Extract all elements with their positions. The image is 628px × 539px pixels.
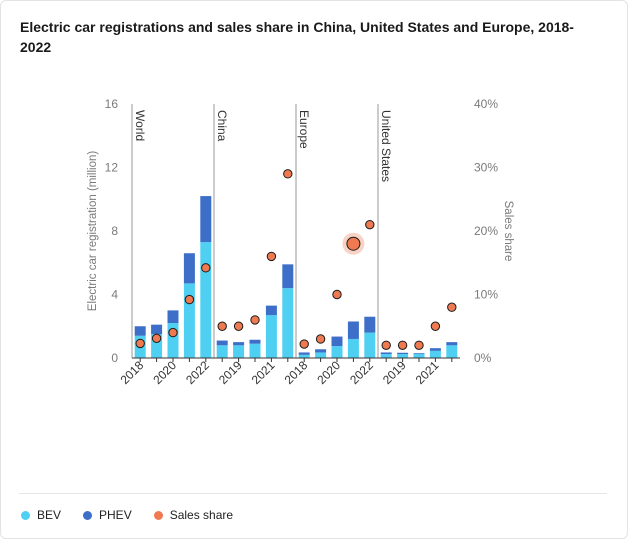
bar-phev: [233, 342, 245, 346]
bar-phev: [282, 264, 294, 289]
sales-share-point: [201, 263, 211, 273]
sales-share-point: [283, 169, 293, 179]
bar-bev: [331, 346, 343, 358]
bar-bev: [282, 288, 294, 358]
x-tick-label: 2021: [413, 358, 442, 387]
legend-label-bev: BEV: [37, 508, 62, 522]
sales-share-point: [135, 338, 145, 349]
bar-bev: [151, 334, 163, 358]
sales-share-point: [381, 340, 391, 350]
y-tick-label: 8: [111, 224, 118, 238]
sales-share-point: [299, 339, 309, 349]
legend-divider: [19, 493, 607, 494]
bar-phev: [249, 339, 261, 344]
sales-share-point: [184, 294, 195, 305]
bar-phev: [331, 336, 343, 347]
bar-phev: [347, 321, 359, 339]
bar-phev: [446, 342, 458, 346]
bar-phev: [151, 324, 163, 335]
bar-phev: [364, 316, 376, 333]
sales-share-point: [397, 340, 408, 350]
y-tick-label: 4: [111, 288, 118, 302]
sales-share-point: [346, 236, 361, 251]
panel-label: United States: [379, 110, 393, 182]
bar-phev: [413, 353, 425, 355]
bar-phev: [134, 326, 146, 336]
legend-label-sales-share: Sales share: [169, 508, 234, 522]
bar-bev: [347, 338, 359, 358]
bar-phev: [200, 196, 212, 243]
sales-share-point: [151, 333, 162, 344]
legend-swatch-phev: [83, 510, 93, 520]
legend: BEV PHEV Sales share: [21, 508, 255, 522]
panel-label: Europe: [297, 110, 311, 149]
bar-bev: [413, 354, 425, 358]
bar-bev: [200, 242, 212, 358]
bar-bev: [265, 315, 277, 358]
bar-bev: [446, 345, 458, 358]
sales-share-point: [447, 302, 457, 312]
sales-share-point: [233, 321, 244, 331]
bar-phev: [315, 349, 327, 353]
y-tick-label: 12: [105, 161, 119, 175]
panel-label: China: [215, 110, 229, 142]
bar-phev: [216, 340, 228, 346]
x-tick-label: 2020: [314, 358, 343, 387]
bar-phev: [380, 352, 392, 355]
sales-share-point: [217, 321, 227, 331]
bar-phev: [167, 310, 179, 324]
y2-axis-title: Sales share: [502, 201, 514, 262]
legend-item-bev[interactable]: BEV: [21, 508, 61, 522]
bar-bev: [183, 283, 195, 358]
x-tick-label: 2019: [380, 358, 409, 387]
y-tick-label: 0: [111, 351, 118, 365]
bar-phev: [429, 348, 441, 351]
y2-tick-label: 20%: [474, 224, 498, 238]
bar-bev: [298, 354, 310, 358]
bar-phev: [298, 352, 310, 355]
bar-bev: [380, 354, 392, 358]
bar-phev: [397, 352, 409, 355]
bar-bev: [429, 350, 441, 358]
legend-label-phev: PHEV: [99, 508, 132, 522]
sales-share-point: [266, 251, 277, 262]
bar-bev: [216, 345, 228, 358]
sales-share-point: [315, 334, 326, 344]
chart-title: Electric car registrations and sales sha…: [20, 19, 574, 55]
bar-phev: [183, 253, 195, 284]
bar-bev: [364, 332, 376, 358]
x-tick-label: 2022: [183, 358, 212, 387]
y2-tick-label: 30%: [474, 161, 498, 175]
y2-tick-label: 40%: [474, 97, 498, 111]
x-tick-label: 2018: [282, 358, 311, 387]
panel-label: World: [133, 110, 147, 141]
chart-plot: 0 4 8 12 16 0% 10% 20% 30% 40% Electric car regist…: [87, 97, 514, 387]
legend-item-sales-share[interactable]: Sales share: [153, 508, 234, 522]
sales-share-point: [332, 289, 342, 300]
bar-bev: [315, 352, 327, 358]
bar-bev: [249, 343, 261, 358]
y-axis-title: Electric car registration (million): [87, 151, 99, 312]
x-tick-label: 2022: [347, 358, 376, 387]
x-tick-label: 2019: [216, 358, 245, 387]
bar-bev: [397, 354, 409, 358]
legend-item-phev[interactable]: PHEV: [83, 508, 132, 522]
x-tick-label: 2021: [249, 358, 278, 387]
x-tick-label: 2020: [150, 358, 179, 387]
x-tick-label: 2018: [118, 358, 147, 387]
sales-share-point: [414, 340, 424, 350]
y-tick-label: 16: [105, 97, 119, 111]
legend-swatch-sales-share: [153, 510, 163, 520]
y2-tick-label: 10%: [474, 288, 498, 302]
sales-share-point: [250, 315, 260, 325]
sales-share-point: [430, 321, 441, 331]
bar-bev: [233, 345, 245, 358]
bar-bev: [167, 323, 179, 358]
y2-tick-label: 0%: [474, 351, 492, 365]
sales-share-point: [168, 327, 178, 338]
sales-share-point: [365, 219, 375, 230]
legend-swatch-bev: [21, 510, 30, 520]
bar-phev: [265, 305, 277, 316]
